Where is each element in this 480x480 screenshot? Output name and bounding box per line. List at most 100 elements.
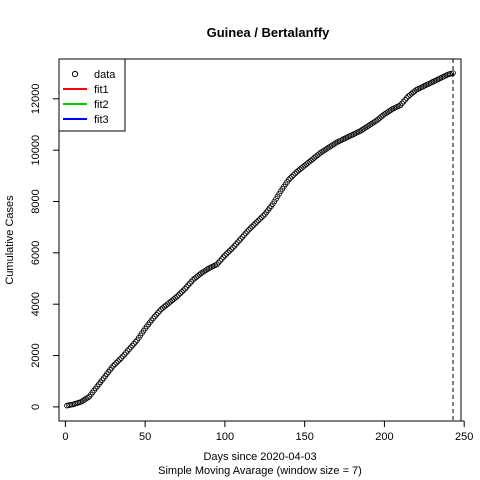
y-tick-label: 4000 [30, 292, 42, 316]
legend-label-fit1: fit1 [94, 84, 109, 96]
data-point [257, 216, 263, 222]
data-point [127, 344, 134, 351]
data-point [287, 175, 294, 181]
data-point [118, 355, 125, 361]
data-point [292, 170, 298, 177]
data-point [241, 232, 247, 238]
data-point [129, 342, 136, 349]
data-point [214, 261, 220, 268]
data-point [250, 222, 257, 228]
data-point [225, 249, 231, 256]
data-point [403, 95, 410, 101]
data-point [223, 251, 230, 257]
data-point [222, 252, 228, 259]
y-tick-label: 8000 [30, 189, 42, 213]
data-point [151, 313, 158, 320]
data-point [258, 214, 265, 221]
data-point [244, 228, 251, 235]
data-point [239, 234, 246, 240]
data-point [150, 315, 156, 322]
x-tick-label: 50 [139, 431, 151, 443]
data-point [252, 220, 259, 227]
legend-data-marker [71, 70, 79, 78]
legend-label-fit2: fit2 [94, 99, 109, 111]
data-point [217, 257, 223, 264]
data-point [120, 353, 126, 360]
data-point [254, 219, 260, 225]
data-point [260, 213, 266, 219]
y-tick-label: 2000 [30, 343, 42, 367]
y-axis-label: Cumulative Cases [4, 195, 16, 285]
x-tick-label: 150 [295, 431, 313, 443]
data-point [255, 217, 262, 224]
data-point [110, 363, 117, 369]
data-point [84, 394, 91, 401]
x-axis: 0 50 100 150 200 250 [62, 420, 473, 443]
data-point [131, 340, 137, 347]
x-tick-label: 100 [216, 431, 234, 443]
data-point [233, 241, 239, 247]
data-point [249, 223, 255, 230]
data-point [172, 294, 179, 301]
data-point [400, 98, 407, 105]
data-point [174, 293, 180, 300]
data-point [230, 244, 236, 251]
data-point [246, 226, 252, 233]
data-point [231, 243, 238, 249]
data-point [183, 284, 190, 290]
data-point [247, 225, 254, 231]
data-point [236, 237, 243, 244]
data-point [332, 140, 338, 147]
legend: data fit1 fit2 fit3 [58, 58, 126, 132]
y-tick-label: 6000 [30, 241, 42, 265]
chart-title: Guinea / Bertalanffy [207, 25, 331, 40]
data-point [113, 359, 120, 366]
data-point [290, 172, 297, 178]
data-point [123, 349, 129, 356]
data-point [112, 361, 118, 368]
data-point [187, 280, 193, 287]
data-point [155, 310, 161, 316]
data-point [402, 97, 408, 103]
y-tick-label: 0 [30, 404, 42, 410]
data-point [238, 235, 244, 242]
data-point [188, 278, 195, 285]
y-axis: 0 2000 4000 6000 8000 10000 12000 [30, 83, 60, 410]
x-axis-label: Days since 2020-04-03 [203, 451, 316, 463]
data-point [285, 176, 292, 183]
data-point [115, 358, 121, 364]
y-tick-label: 10000 [30, 135, 42, 166]
data-point [226, 247, 233, 254]
legend-label-fit3: fit3 [94, 114, 109, 126]
legend-label-data: data [94, 69, 116, 81]
data-point [153, 311, 160, 318]
data-point [185, 282, 192, 288]
data-point [156, 308, 163, 314]
data-point [204, 266, 211, 273]
data-point [397, 102, 404, 109]
data-point [116, 356, 123, 363]
chart-subtitle: Simple Moving Avarage (window size = 7) [158, 465, 362, 477]
data-point [182, 285, 188, 292]
data-point [175, 292, 182, 298]
data-points [64, 70, 456, 409]
data-point [242, 230, 249, 237]
x-tick-label: 250 [455, 431, 473, 443]
data-point [388, 107, 394, 113]
data-point [179, 289, 185, 295]
data-point [234, 239, 241, 246]
data-point [126, 346, 132, 352]
data-point [121, 351, 128, 358]
data-point [124, 348, 131, 354]
data-point [399, 100, 405, 107]
data-point [177, 290, 184, 297]
data-point [218, 256, 225, 262]
data-point [228, 246, 235, 253]
data-point [215, 259, 222, 266]
data-point [132, 339, 139, 345]
y-tick-label: 12000 [30, 83, 42, 114]
data-point [220, 254, 227, 261]
data-point [289, 173, 295, 180]
data-point [180, 287, 187, 294]
